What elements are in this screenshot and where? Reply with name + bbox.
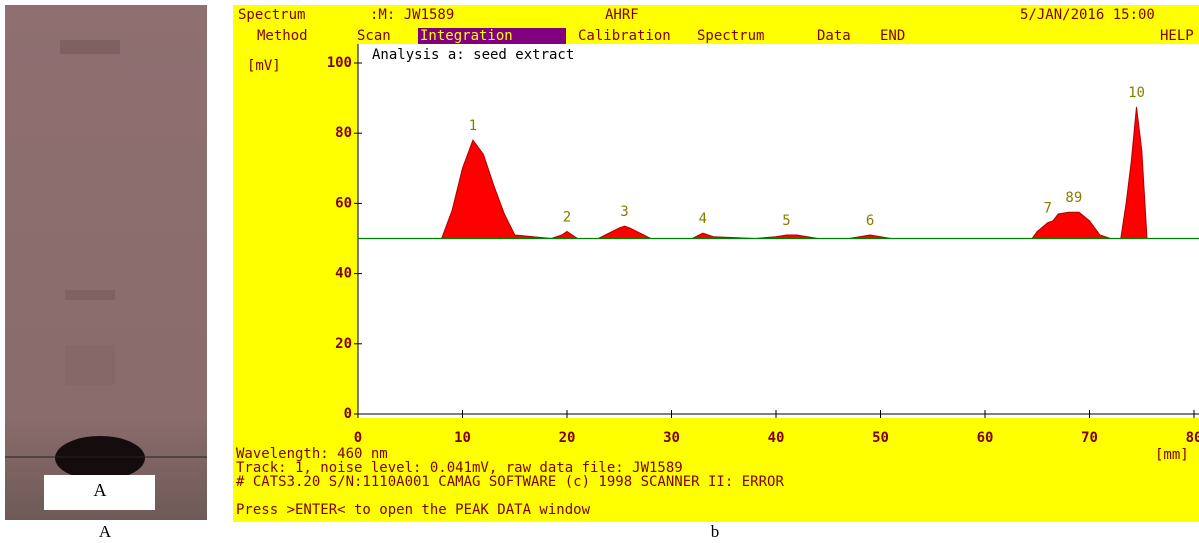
peak-label: 10 [1128,85,1145,101]
band [65,290,115,300]
peak-label: 7 [1043,201,1051,217]
menu-item: Integration [420,28,513,44]
y-tick-label: 20 [335,336,352,352]
peak-label: 6 [866,213,874,229]
y-tick-label: 80 [335,125,352,141]
footer-text: Press >ENTER< to open the PEAK DATA wind… [236,502,591,518]
y-tick-label: 0 [344,406,352,422]
x-tick-label: 70 [1081,430,1098,446]
y-axis-label: [mV] [247,58,281,74]
band [65,345,115,385]
chart-title: Analysis a: seed extract [372,47,574,63]
menu-item: Scan [357,28,391,44]
peak-label: 5 [782,213,790,229]
caption: A [99,522,112,541]
x-tick-label: 10 [454,430,471,446]
x-tick-label: 40 [768,430,785,446]
spot [55,436,145,480]
x-tick-label: 80 [1186,430,1199,446]
x-tick-label: 30 [663,430,680,446]
y-tick-label: 40 [335,266,352,282]
y-tick-label: 100 [327,55,352,71]
menu-item: Spectrum [697,28,764,44]
x-tick-label: 50 [872,430,889,446]
x-tick-label: 60 [977,430,994,446]
peak-label: 3 [620,204,628,220]
header-text: AHRF [605,7,639,23]
figure: A A b Spectrum :M: JW1589 AHRF 5/JAN/2016 1… [0,0,1199,543]
peak-label: 89 [1065,190,1082,206]
y-tick-label: 60 [335,195,352,211]
x-axis-label: [mm] [1155,447,1189,463]
peak-label: 1 [469,118,477,134]
x-tick-label: 20 [559,430,576,446]
peak-label: 2 [563,209,571,225]
menu-item: END [880,28,905,44]
menu-item: Data [817,28,851,44]
header-text: 5/JAN/2016 15:00 [1020,7,1155,23]
canvas: A A b Spectrum :M: JW1589 AHRF 5/JAN/2016 1… [0,0,1199,543]
menu-item: HELP [1160,28,1194,44]
caption: b [711,522,720,541]
plate-panel: A [5,5,207,520]
header-text: :M: JW1589 [370,7,454,23]
menu-item: Calibration [578,28,671,44]
peak-label: 4 [699,211,707,227]
header-text: Spectrum [238,7,305,23]
footer-text: # CATS3.20 S/N:1110A001 CAMAG SOFTWARE (… [236,474,784,490]
plate-label: A [94,480,107,500]
menu-item: Method [257,28,308,44]
band [60,40,120,54]
x-tick-label: 0 [354,430,362,446]
